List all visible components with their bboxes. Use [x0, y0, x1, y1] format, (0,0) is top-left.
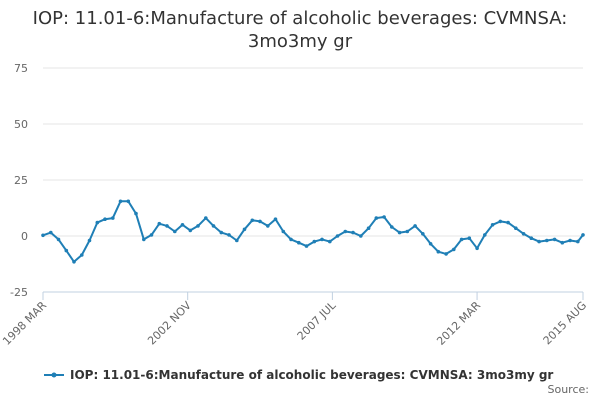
data-point[interactable] — [320, 237, 324, 242]
data-point[interactable] — [475, 246, 479, 251]
data-point[interactable] — [335, 234, 340, 238]
data-point[interactable] — [273, 217, 278, 221]
legend-marker — [51, 372, 57, 378]
data-point[interactable] — [545, 238, 549, 243]
data-point[interactable] — [103, 217, 107, 221]
y-tick-label: 0 — [21, 230, 28, 243]
data-point[interactable] — [258, 219, 262, 224]
data-point[interactable] — [134, 211, 138, 216]
data-point[interactable] — [142, 237, 146, 242]
data-point[interactable] — [405, 229, 410, 234]
data-point[interactable] — [436, 249, 441, 254]
legend-label: IOP: 11.01-6:Manufacture of alcoholic be… — [70, 368, 553, 382]
data-point[interactable] — [514, 226, 518, 230]
data-point[interactable] — [359, 234, 363, 238]
x-axis: 1998 MAR 2002 NOV 2007 JUL 2012 MAR 2015 AUG — [0, 291, 590, 348]
data-point[interactable] — [297, 240, 301, 245]
data-point[interactable] — [80, 253, 84, 257]
data-point[interactable] — [188, 228, 193, 233]
series-group — [41, 199, 585, 264]
data-point[interactable] — [180, 223, 185, 227]
data-point[interactable] — [390, 225, 394, 229]
data-point[interactable] — [289, 237, 293, 242]
data-point[interactable] — [242, 227, 247, 232]
source-label: Source: — [548, 383, 590, 396]
data-point[interactable] — [537, 239, 541, 244]
data-point[interactable] — [227, 233, 231, 237]
x-tick-label: 1998 MAR — [0, 299, 49, 348]
y-tick-label: 75 — [14, 62, 28, 75]
data-point[interactable] — [444, 252, 448, 256]
data-point[interactable] — [281, 229, 286, 234]
data-point[interactable] — [250, 218, 255, 223]
data-point[interactable] — [490, 223, 495, 227]
data-point[interactable] — [328, 239, 332, 244]
data-point[interactable] — [413, 224, 417, 228]
data-point[interactable] — [111, 216, 115, 220]
data-point[interactable] — [149, 233, 154, 237]
data-point[interactable] — [529, 236, 534, 240]
data-point[interactable] — [41, 233, 45, 238]
data-point[interactable] — [173, 229, 177, 234]
data-point[interactable] — [568, 238, 572, 243]
x-tick-label: 2012 MAR — [434, 299, 483, 348]
data-point[interactable] — [374, 216, 379, 220]
data-point[interactable] — [421, 232, 425, 236]
data-point[interactable] — [428, 242, 433, 246]
series-line — [42, 200, 584, 263]
data-point[interactable] — [196, 224, 200, 228]
data-point[interactable] — [576, 239, 580, 244]
data-point[interactable] — [343, 229, 348, 234]
chart-title-line-2: 3mo3my gr — [248, 31, 353, 52]
data-point[interactable] — [304, 244, 309, 248]
data-point[interactable] — [351, 230, 355, 235]
data-point[interactable] — [157, 221, 162, 226]
x-tick-label: 2007 JUL — [295, 298, 339, 342]
data-point[interactable] — [560, 240, 565, 245]
data-point[interactable] — [72, 260, 76, 264]
data-point[interactable] — [452, 247, 456, 252]
data-point[interactable] — [483, 233, 487, 237]
data-point[interactable] — [95, 220, 100, 225]
data-point[interactable] — [118, 199, 123, 204]
y-tick-label: 50 — [14, 118, 28, 131]
data-point[interactable] — [459, 237, 464, 242]
gridlines — [43, 67, 583, 293]
data-point[interactable] — [366, 226, 371, 230]
data-point[interactable] — [235, 238, 239, 243]
data-point[interactable] — [382, 215, 386, 219]
y-axis-tick-labels: 75 50 25 0 -25 — [10, 62, 28, 299]
data-point[interactable] — [211, 224, 216, 228]
y-tick-label: -25 — [10, 286, 28, 299]
data-point[interactable] — [219, 230, 224, 235]
data-point[interactable] — [165, 224, 169, 228]
data-point[interactable] — [521, 232, 526, 236]
data-point[interactable] — [126, 199, 131, 204]
data-point[interactable] — [204, 216, 208, 220]
data-point[interactable] — [498, 219, 503, 224]
data-point[interactable] — [49, 230, 53, 235]
data-point[interactable] — [506, 220, 510, 225]
chart-title-line-1: IOP: 11.01-6:Manufacture of alcoholic be… — [33, 8, 568, 29]
data-point[interactable] — [467, 236, 472, 240]
data-point[interactable] — [56, 237, 61, 242]
data-point[interactable] — [266, 224, 270, 228]
x-tick-label: 2015 AUG — [541, 299, 590, 348]
data-point[interactable] — [312, 239, 317, 244]
data-point[interactable] — [87, 238, 92, 243]
data-point[interactable] — [397, 230, 402, 235]
legend[interactable]: IOP: 11.01-6:Manufacture of alcoholic be… — [44, 368, 553, 382]
data-point[interactable] — [64, 248, 69, 253]
x-tick-label: 2002 NOV — [145, 299, 194, 348]
y-tick-label: 25 — [14, 174, 28, 187]
data-point[interactable] — [552, 237, 557, 242]
data-point[interactable] — [581, 233, 585, 237]
